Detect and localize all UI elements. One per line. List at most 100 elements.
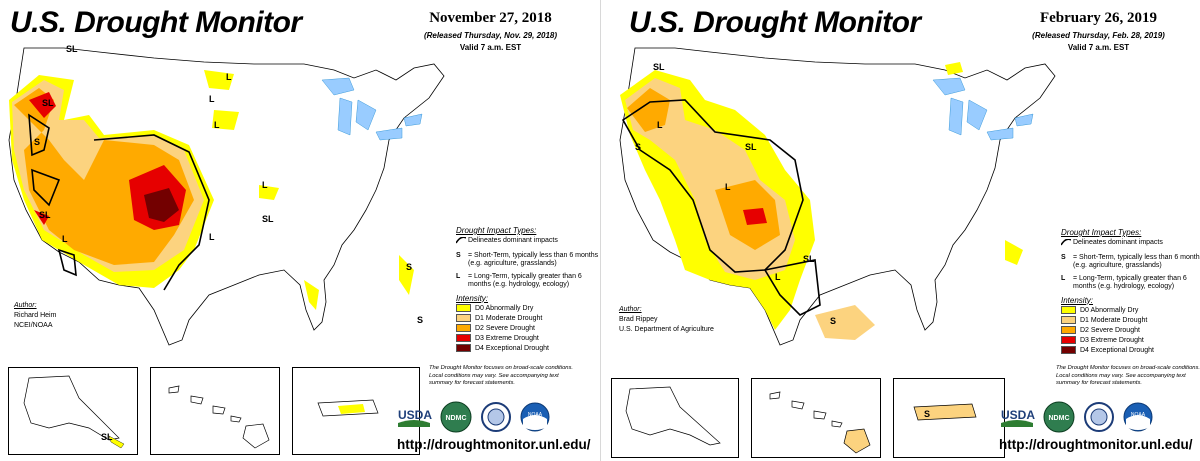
released-date: (Released Thursday, Feb. 28, 2019) [1032,31,1165,40]
legend-long-term: L = Long-Term, typically greater than 6 … [456,272,582,289]
boundary-line-icon [1060,238,1073,250]
hawaii-inset [150,367,280,455]
map-label-sl-ak: SL [101,432,113,442]
legend-delineates: Delineates dominant impacts [1060,238,1200,250]
drought-monitor-note: The Drought Monitor focuses on broad-sca… [1056,365,1200,386]
legend-delineates: Delineates dominant impacts [455,236,606,248]
drought-legend: Drought Impact Types: Delineates dominan… [1060,228,1200,356]
author-name: Brad Rippey [619,316,658,323]
alaska-inset [611,378,739,458]
legend-d2: D2 Severe Drought [456,324,606,333]
map-date: February 26, 2019 [1039,10,1158,26]
map-label-l-ut: L [725,182,731,192]
svg-text:USDA: USDA [398,408,432,422]
d4-swatch [1061,346,1076,354]
svg-text:NOAA: NOAA [1131,412,1146,418]
map-label-s-ca: S [635,142,641,152]
drought-monitor-url[interactable]: http://droughtmonitor.unl.edu/ [397,437,591,452]
map-label-s-tx-south: S [830,316,836,326]
legend-d3: D3 Extreme Drought [1061,336,1200,345]
ndmc-logo: NDMC [440,401,472,433]
drought-monitor-note: The Drought Monitor focuses on broad-sca… [429,365,574,386]
drought-legend: Drought Impact Types: Delineates dominan… [455,226,606,354]
impact-boundary-west [621,99,804,273]
hawaii-d1-region [843,428,871,454]
usda-logo: USDA [1001,408,1035,427]
d2-swatch [456,324,471,332]
doc-seal-logo [481,402,511,432]
author-org: NCEI/NOAA [14,322,53,329]
map-label-s-pr: S [924,409,930,419]
map-label-l-nm: L [775,272,781,282]
legend-short-term: S = Short-Term, typically less than 6 mo… [456,251,599,268]
noaa-logo: NOAA [1123,402,1153,432]
map-label-l-socal: L [62,234,68,244]
map-label-l-az: L [209,94,215,104]
legend-d2: D2 Severe Drought [1061,326,1200,335]
map-label-s-fl: S [417,315,423,325]
agency-logos: USDA NDMC NOAA [396,400,558,434]
intensity-header: Intensity: [1061,295,1094,305]
map-label-sl-wa: SL [66,44,78,54]
legend-d4: D4 Exceptional Drought [1061,346,1200,355]
map-label-l-ok: L [209,232,215,242]
d3-region [743,208,767,225]
conus-drought-map: SL L SL SL L L S S [619,47,1056,346]
author-name: Richard Heim [14,312,57,319]
map-date: November 27, 2018 [429,10,552,26]
agency-logos: USDA NDMC NOAA [999,400,1161,434]
drought-map-panel-nov-2018: U.S. Drought Monitor November 27, 2018 (… [8,6,599,455]
map-label-l-sd: L [214,120,220,130]
map-label-sl-socal: SL [39,210,51,220]
author-block: Author: Richard Heim NCEI/NOAA [14,302,57,329]
map-label-l-mt: L [226,72,232,82]
map-title: U.S. Drought Monitor [10,6,302,39]
map-label-sl-or: SL [42,98,54,108]
impact-boundary-ca [28,113,77,277]
impact-boundary-west [93,134,210,291]
puerto-rico-inset [292,367,420,455]
impact-types-header: Drought Impact Types: [1061,228,1142,237]
d4-swatch [456,344,471,352]
map-label-s-ca: S [34,137,40,147]
puerto-rico-inset: S [893,378,1005,458]
ndmc-logo: NDMC [1043,401,1075,433]
legend-d0: D0 Abnormally Dry [456,304,606,313]
valid-time: Valid 7 a.m. EST [1067,43,1130,52]
map-label-l-ne: L [262,180,268,190]
alaska-inset: SL [8,367,138,455]
map-label-s-ga: S [406,262,412,272]
hawaii-inset [751,378,881,458]
great-lakes [321,77,423,141]
legend-d1: D1 Moderate Drought [1061,316,1200,325]
d2-swatch [1061,326,1076,334]
conus-drought-map: SL L SL S L SL SL L L S S L L [8,44,445,346]
map-label-sl-wy: SL [745,142,757,152]
d3-swatch [456,334,471,342]
svg-text:USDA: USDA [1001,408,1035,422]
usda-logo: USDA [398,408,432,427]
drought-monitor-url[interactable]: http://droughtmonitor.unl.edu/ [999,437,1193,452]
d2-region [627,88,780,250]
map-label-l-or: L [657,120,663,130]
great-lakes [932,77,1034,141]
d0-south-region [815,305,875,340]
map-label-sl-tx: SL [803,254,815,264]
map-label-sl-wa: SL [653,62,665,72]
valid-time: Valid 7 a.m. EST [459,43,522,52]
map-title: U.S. Drought Monitor [629,6,921,39]
svg-text:NOAA: NOAA [528,412,543,418]
d1-swatch [456,314,471,322]
legend-d1: D1 Moderate Drought [456,314,606,323]
drought-map-panel-feb-2019: U.S. Drought Monitor February 26, 2019 (… [600,0,1200,461]
impact-boundary-south [763,259,821,316]
svg-text:NDMC: NDMC [1049,415,1070,422]
author-org: U.S. Department of Agriculture [619,326,714,333]
author-block: Author: Brad Rippey U.S. Department of A… [619,306,714,333]
boundary-line-icon [455,236,468,248]
d1-swatch [1061,316,1076,324]
doc-seal-logo [1084,402,1114,432]
legend-short-term: S = Short-Term, typically less than 6 mo… [1061,253,1200,270]
d0-se-region [304,280,319,310]
legend-d3: D3 Extreme Drought [456,334,606,343]
